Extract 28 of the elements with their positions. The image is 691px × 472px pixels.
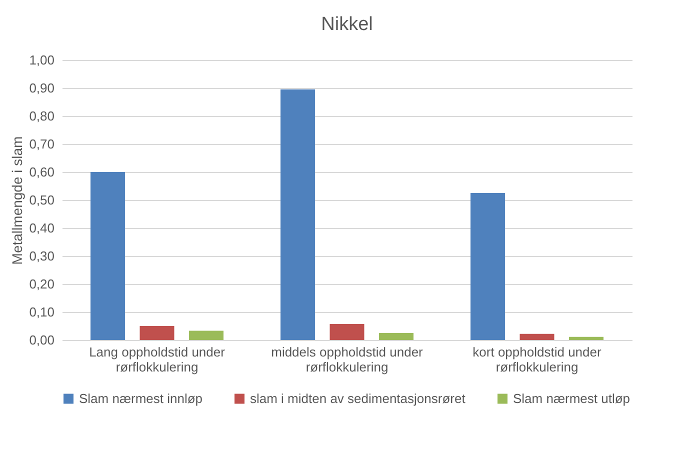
- bar: [280, 89, 315, 340]
- x-tick-label: middels oppholdstid under rørflokkulering: [271, 344, 424, 374]
- legend-label: Slam nærmest utløp: [513, 390, 630, 406]
- bar: [140, 326, 174, 340]
- y-axis-title: Metallmengde i slam: [9, 136, 26, 265]
- bar: [470, 193, 505, 340]
- bar: [520, 334, 554, 340]
- x-tick-label: Lang oppholdstid under rørflokkulering: [89, 344, 226, 374]
- x-tick-label: kort oppholdstid under rørflokkulering: [472, 344, 602, 374]
- y-tick-label: 0,60: [29, 164, 54, 180]
- y-tick-label: 0,90: [29, 80, 54, 96]
- legend-label: Slam nærmest innløp: [79, 390, 203, 406]
- y-tick-label: 0,70: [29, 136, 54, 152]
- y-tick-label: 0,30: [29, 248, 54, 264]
- y-tick-label: 0,10: [29, 304, 54, 320]
- bar: [90, 172, 125, 340]
- y-tick-label: 0,50: [29, 192, 54, 208]
- bar: [569, 336, 604, 340]
- bar: [330, 324, 364, 340]
- y-tick-label: 1,00: [29, 52, 54, 68]
- y-tick-label: 0,20: [29, 276, 54, 292]
- legend-label: slam i midten av sedimentasjonsrøret: [250, 390, 466, 406]
- bar: [189, 330, 224, 340]
- y-tick-label: 0,40: [29, 220, 54, 236]
- bar: [379, 333, 414, 340]
- y-tick-label: 0,80: [29, 108, 54, 124]
- chart-title: Nikkel: [321, 14, 373, 35]
- y-tick-label: 0,00: [29, 332, 54, 348]
